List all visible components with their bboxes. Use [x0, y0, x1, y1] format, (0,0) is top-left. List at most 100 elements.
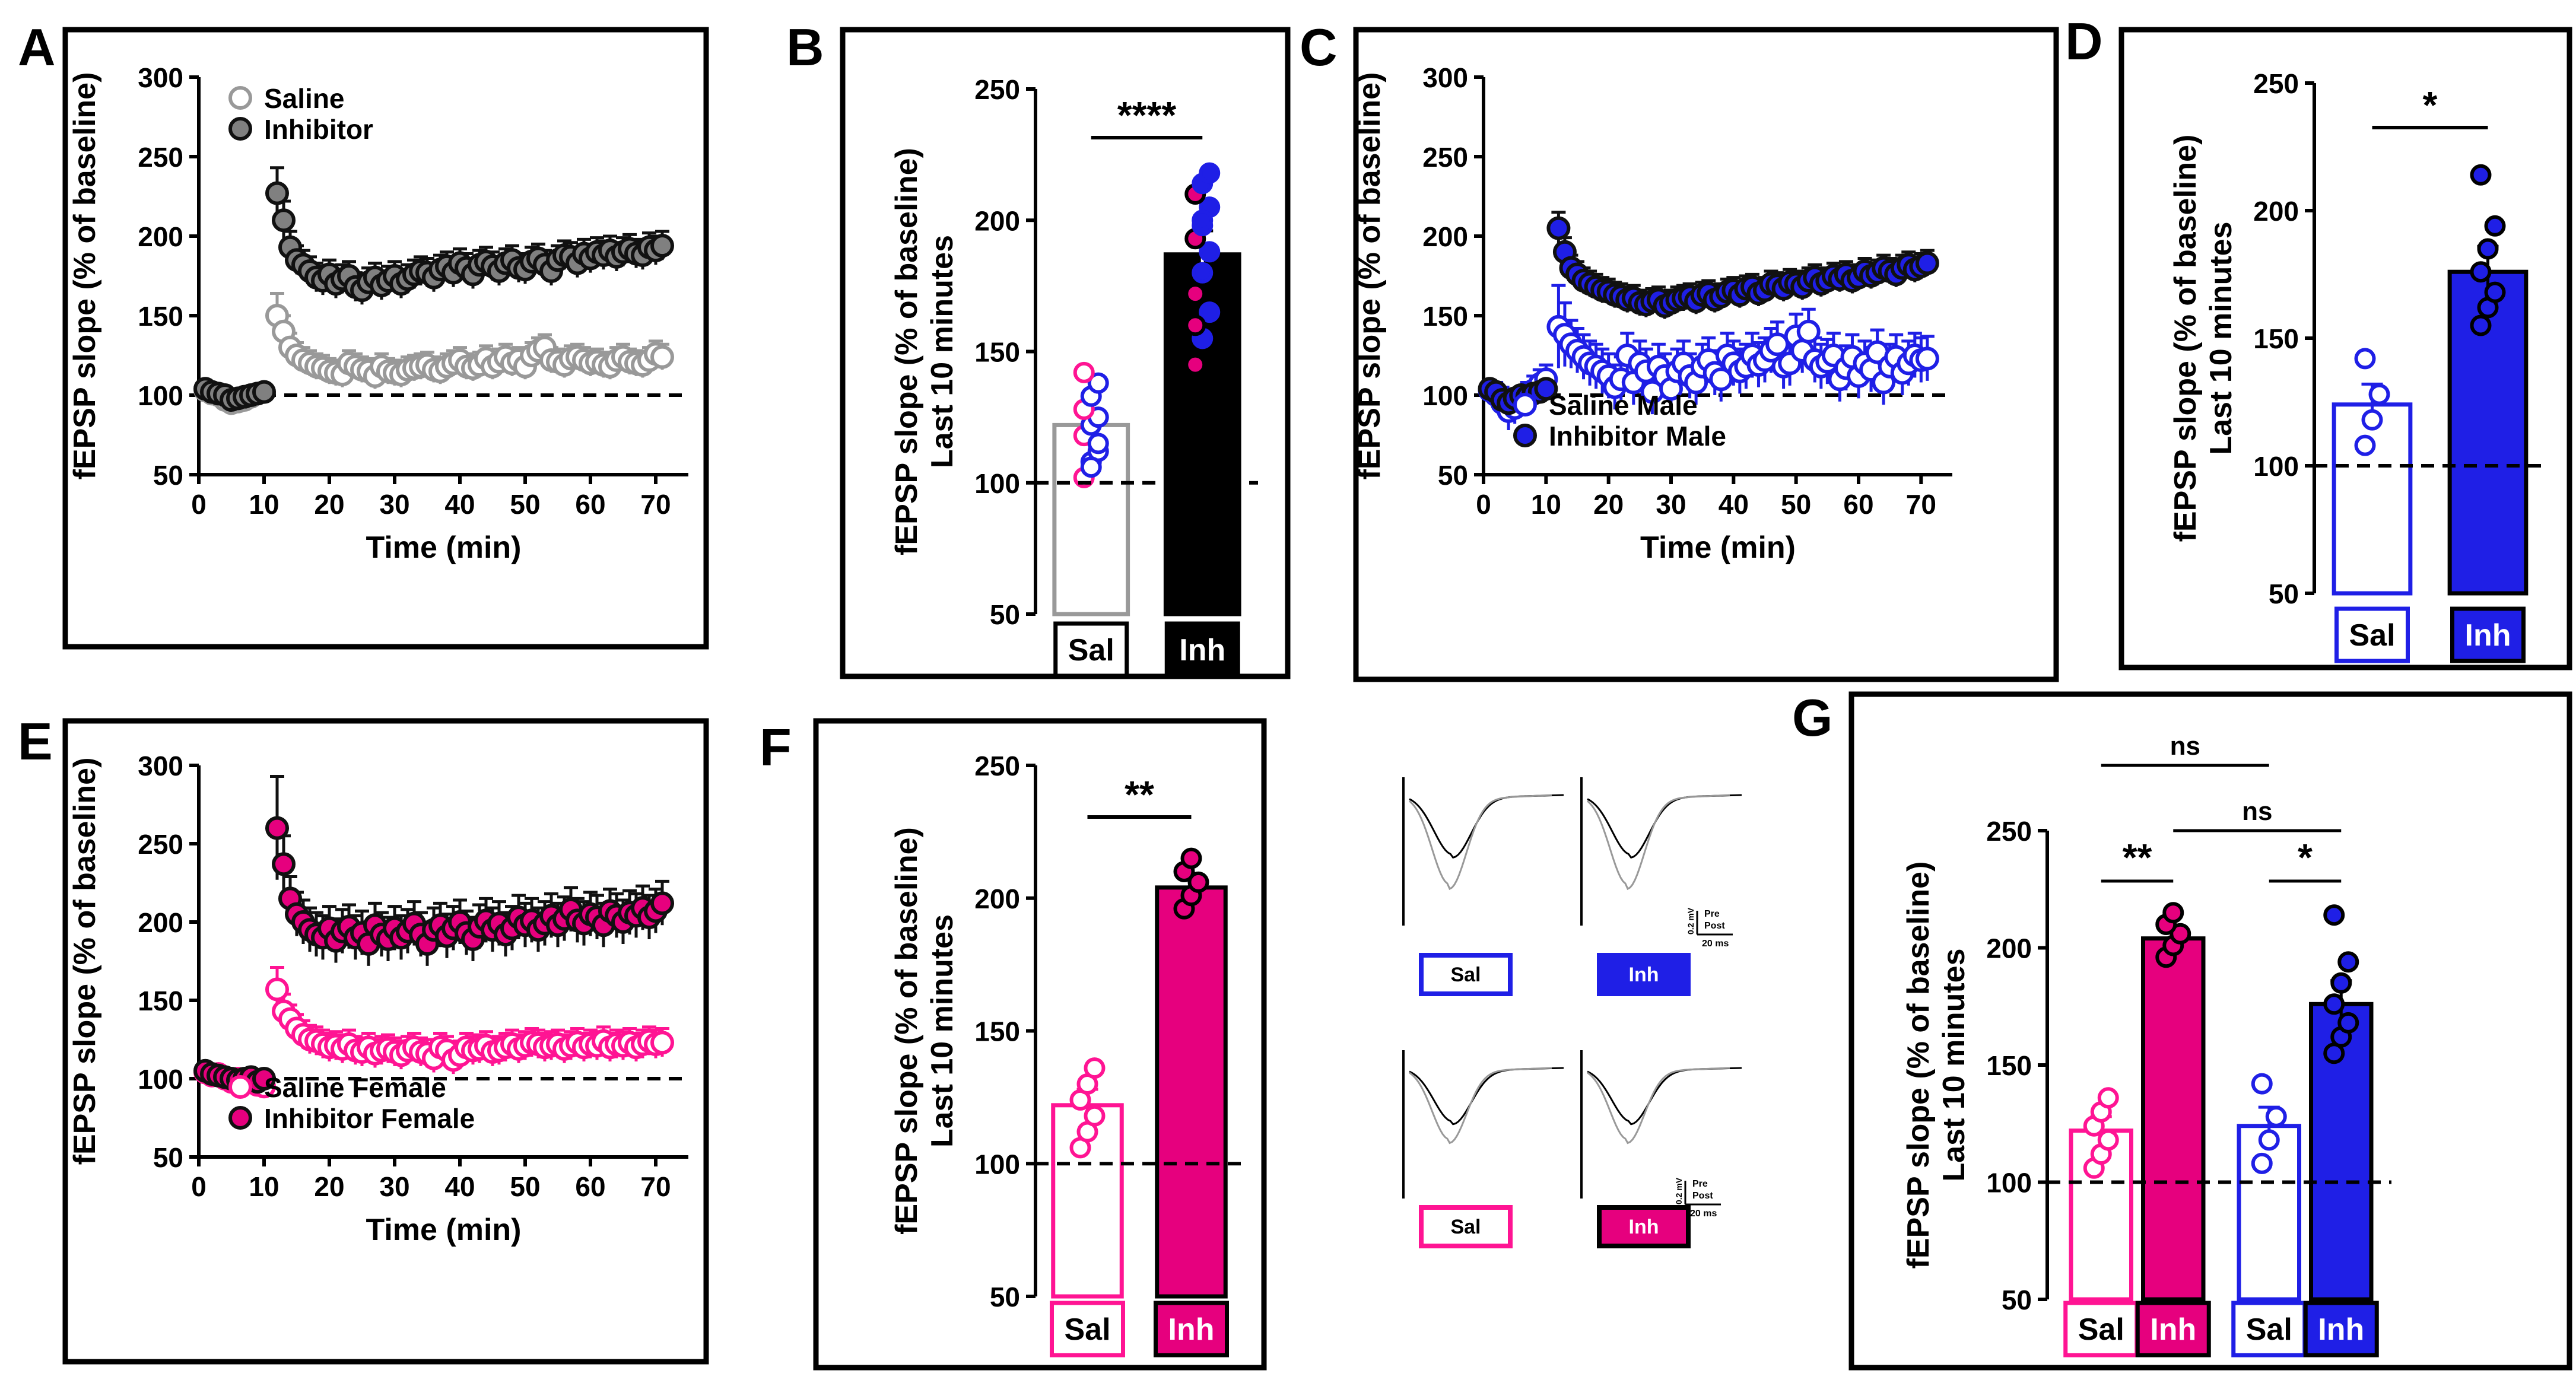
x-tick-label: 30: [1656, 489, 1686, 520]
trace-label-text: Inh: [1629, 964, 1659, 986]
data-point: [1082, 458, 1100, 476]
y-tick-label: 300: [138, 751, 183, 781]
data-point: [274, 210, 294, 230]
category-label-text: Sal: [2246, 1312, 2292, 1347]
legend-marker: [230, 1108, 250, 1128]
legend-marker: [230, 119, 250, 139]
x-tick-label: 70: [1906, 489, 1936, 520]
trace-line: [1587, 1068, 1730, 1143]
bar-group: [1157, 850, 1226, 1296]
data-point: [652, 236, 672, 256]
scale-label-ms: 20 ms: [1702, 939, 1729, 949]
x-tick-label: 60: [575, 489, 605, 520]
y-tick-label: 100: [138, 1064, 183, 1095]
legend-marker: [1515, 425, 1535, 446]
category-label: Sal: [2066, 1303, 2137, 1355]
x-tick-label: 30: [379, 1171, 409, 1202]
bar-group: [2450, 166, 2526, 593]
data-point: [1917, 253, 1937, 274]
y-tick-label: 100: [1986, 1168, 2032, 1199]
trace-line: [1587, 795, 1730, 889]
significance-label: **: [2123, 836, 2152, 879]
data-point: [1183, 850, 1200, 867]
x-tick-label: 0: [191, 489, 207, 520]
data-point: [267, 818, 287, 838]
data-point: [652, 347, 672, 367]
panel-b-bar-chart: 50100150200250fEPSP slope (% of baseline…: [843, 30, 1288, 676]
data-point: [1548, 218, 1568, 239]
representative-traces: Sal InhSal Inh0.2 mV PrePost20 ms0.2 mV PreP…: [1403, 777, 1742, 1246]
x-axis-label: Time (min): [366, 1213, 522, 1247]
data-point: [652, 893, 672, 913]
category-label-text: Inh: [1168, 1312, 1215, 1347]
data-point: [1186, 285, 1204, 303]
y-tick-label: 150: [974, 337, 1020, 368]
x-tick-label: 0: [1476, 489, 1491, 520]
x-axis-label: Time (min): [366, 530, 522, 565]
y-tick-label: 150: [138, 301, 183, 332]
legend-label: Inhibitor Female: [264, 1103, 475, 1134]
data-point: [2260, 1131, 2278, 1149]
category-label: Inh: [2305, 1303, 2377, 1355]
y-axis-label-2: Last 10 minutes: [2204, 221, 2238, 454]
y-tick-label: 200: [138, 907, 183, 938]
y-axis-label: fEPSP slope (% of baseline): [890, 827, 924, 1235]
data-point: [1917, 348, 1937, 368]
axes: 50 100 150 200 250 fEPSP slope (% of baseline…: [890, 751, 1036, 1312]
y-tick-label: 100: [2253, 451, 2299, 482]
scale-label-post: Post: [1692, 1191, 1713, 1201]
y-tick-label: 200: [138, 221, 183, 252]
data-point: [2332, 974, 2350, 992]
bar-group: [2143, 904, 2204, 1299]
data-point: [2479, 240, 2497, 258]
data-point: [2472, 317, 2490, 335]
y-tick-label: 250: [974, 751, 1020, 781]
x-tick-label: 30: [379, 489, 409, 520]
y-tick-label: 200: [974, 205, 1020, 236]
y-axis-label-2: Last 10 minutes: [1937, 948, 1971, 1181]
trace-label-text: Inh: [1629, 1216, 1659, 1238]
legend-label: Saline: [264, 83, 345, 114]
category-label-text: Inh: [1179, 633, 1225, 667]
data-point: [2099, 1089, 2117, 1107]
x-tick-label: 60: [1843, 489, 1873, 520]
category-label: Inh: [2453, 609, 2524, 661]
axes: 50 100 150 200 250 300 0 10 20 30 40 50 60 70 Time (mi…: [68, 751, 688, 1247]
y-tick-label: 150: [1986, 1050, 2032, 1081]
y-axis-label: fEPSP slope (% of baseline): [68, 758, 102, 1165]
data-point: [2486, 217, 2504, 235]
y-axis-label: fEPSP slope (% of baseline): [68, 72, 102, 480]
axes: 50 100 150 200 250 fEPSP slope (% of baseline…: [2168, 68, 2314, 609]
data-point: [2325, 995, 2343, 1013]
y-tick-label: 100: [1422, 380, 1468, 411]
significance-label: ns: [2242, 797, 2272, 826]
legend-marker: [1515, 395, 1535, 415]
legend-label: Inhibitor: [264, 114, 373, 145]
scale-label-mv: 0.2 mV: [1686, 907, 1695, 934]
bar: [2143, 939, 2204, 1299]
category-label: Sal: [1052, 1303, 1123, 1355]
data-point: [2472, 166, 2490, 184]
data-point: [1086, 1059, 1104, 1077]
bar-group: [1165, 164, 1239, 614]
figure: A B C D E F G 501001502002503000 10 20 30 40…: [0, 0, 2576, 1386]
y-axis-label: fEPSP slope (% of baseline): [1901, 862, 1936, 1269]
y-tick-label: 50: [990, 599, 1020, 630]
y-tick-label: 50: [1438, 460, 1468, 491]
x-tick-label: 40: [444, 489, 475, 520]
category-label-text: Inh: [2318, 1312, 2364, 1347]
category-label-text: Sal: [2078, 1312, 2124, 1347]
y-axis-label-2: Last 10 minutes: [925, 914, 960, 1147]
trace-line: [1409, 795, 1552, 889]
data-point: [2472, 263, 2490, 281]
panel-d-bar-chart: 50100150200250fEPSP slope (% of baseline…: [2121, 30, 2569, 667]
bar-group: [2239, 1075, 2299, 1299]
data-point: [2339, 953, 2357, 971]
significance-label: ****: [1117, 94, 1177, 136]
panel-letter-e: E: [18, 712, 53, 771]
data-point: [1086, 1107, 1104, 1125]
category-label: Sal: [2337, 609, 2408, 661]
panel-letter-g: G: [1792, 688, 1832, 747]
category-label-text: Sal: [1064, 1312, 1110, 1347]
x-tick-label: 50: [510, 489, 540, 520]
